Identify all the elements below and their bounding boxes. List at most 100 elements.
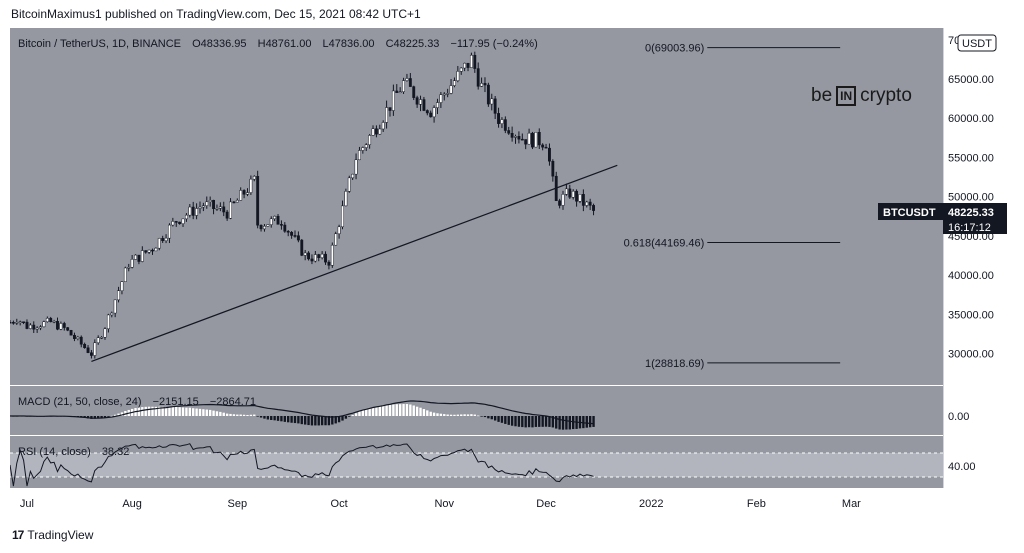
candle-body (201, 205, 205, 208)
candle-body (168, 224, 171, 239)
macd-histogram-bar (504, 416, 507, 424)
time-axis-background (10, 488, 1013, 517)
candle-body (232, 201, 236, 204)
candle-body (358, 150, 361, 161)
macd-histogram-bar (541, 416, 544, 427)
candle-body (195, 208, 199, 216)
candle-body (368, 135, 372, 146)
candle-body (103, 328, 107, 338)
macd-histogram-bar (490, 416, 493, 420)
candle-body (137, 254, 141, 262)
beincrypto-logo: be IN crypto (811, 85, 912, 107)
macd-histogram-bar (300, 416, 303, 425)
candle-body (39, 326, 42, 329)
candle-body (28, 324, 32, 329)
chart-area[interactable]: 0(69003.96)0.618(44169.46)1(28818.69) 70… (10, 28, 1013, 517)
candle-body (22, 321, 26, 324)
brand-box: IN (836, 85, 857, 106)
macd-histogram-bar (97, 416, 100, 419)
chart-canvas[interactable]: 0(69003.96)0.618(44169.46)1(28818.69) 70… (10, 28, 1013, 517)
macd-histogram-bar (493, 416, 497, 421)
macd-zero-tick: 0.00 (948, 411, 969, 423)
candle-body (364, 144, 368, 148)
candle-body (59, 323, 63, 330)
candle-body (419, 99, 422, 105)
candle-body (164, 237, 168, 242)
candle-body (62, 323, 66, 328)
macd-histogram-bar (348, 416, 351, 417)
candle-body (541, 144, 545, 148)
macd-histogram-bar (303, 416, 307, 425)
candle-body (73, 334, 76, 339)
macd-histogram-bar (175, 406, 178, 416)
candle-body (483, 83, 487, 86)
plot-background (10, 28, 943, 488)
candle-body (402, 80, 405, 92)
candle-body (279, 224, 283, 226)
open-label: O (192, 38, 201, 50)
candle-body (524, 139, 528, 145)
macd-histogram-bar (259, 416, 263, 418)
macd-value-2: −2864.71 (209, 396, 256, 408)
macd-histogram-bar (354, 413, 358, 416)
macd-histogram-bar (168, 406, 171, 416)
candle-body (585, 201, 589, 206)
price-tick-label: 50000.00 (948, 192, 994, 204)
macd-histogram-bar (334, 416, 337, 424)
candle-body (459, 67, 463, 72)
macd-histogram-bar (398, 404, 402, 416)
macd-histogram-bar (538, 416, 541, 427)
price-tick-label: 55000.00 (948, 152, 994, 164)
macd-histogram-bar (198, 408, 202, 416)
rsi-40-tick: 40.00 (948, 461, 976, 473)
candle-body (561, 194, 565, 206)
close-label: C (385, 38, 394, 50)
macd-histogram-bar (368, 407, 371, 416)
macd-histogram-bar (395, 404, 398, 416)
candle-body (337, 226, 341, 235)
macd-histogram-bar (141, 407, 144, 416)
macd-histogram-bar (208, 409, 212, 416)
candle-body (188, 206, 192, 216)
candle-body (235, 199, 239, 203)
candle-body (242, 190, 246, 195)
tradingview-footer[interactable]: 17 TradingView (12, 528, 93, 542)
candle-body (222, 206, 226, 213)
macd-histogram-bar (371, 407, 375, 416)
candle-body (171, 221, 175, 226)
macd-histogram-bar (324, 416, 327, 426)
candle-body (10, 321, 12, 324)
candle-body (327, 261, 331, 266)
candle-body (313, 254, 317, 262)
symbol-tag-countdown: 16:17:12 (948, 222, 991, 234)
macd-histogram-bar (456, 414, 460, 416)
candle-body (453, 80, 456, 86)
candle-body (15, 322, 19, 324)
candle-body (18, 321, 22, 324)
candle-body (49, 318, 53, 323)
candle-body (96, 337, 100, 344)
currency-badge[interactable] (957, 34, 997, 52)
time-tick-label: Aug (122, 498, 142, 510)
macd-histogram-bar (378, 406, 381, 416)
macd-histogram-bar (113, 414, 117, 416)
time-tick-label: Feb (747, 498, 766, 510)
candle-body (564, 188, 568, 195)
candle-body (307, 252, 310, 260)
candle-body (388, 107, 392, 111)
macd-histogram-bar (524, 416, 527, 428)
macd-histogram-bar (565, 416, 568, 430)
candle-body (239, 190, 243, 201)
candle-body (493, 98, 497, 114)
candle-body (395, 90, 399, 93)
candle-body (469, 54, 473, 68)
macd-histogram-bar (483, 416, 487, 418)
high-value: 48761.00 (265, 38, 312, 50)
macd-histogram-bar (178, 407, 181, 416)
candle-body (497, 113, 500, 124)
macd-histogram (10, 404, 595, 430)
macd-histogram-bar (510, 416, 514, 426)
macd-histogram-bar (232, 414, 236, 416)
macd-histogram-bar (154, 406, 158, 416)
macd-histogram-bar (361, 410, 365, 416)
